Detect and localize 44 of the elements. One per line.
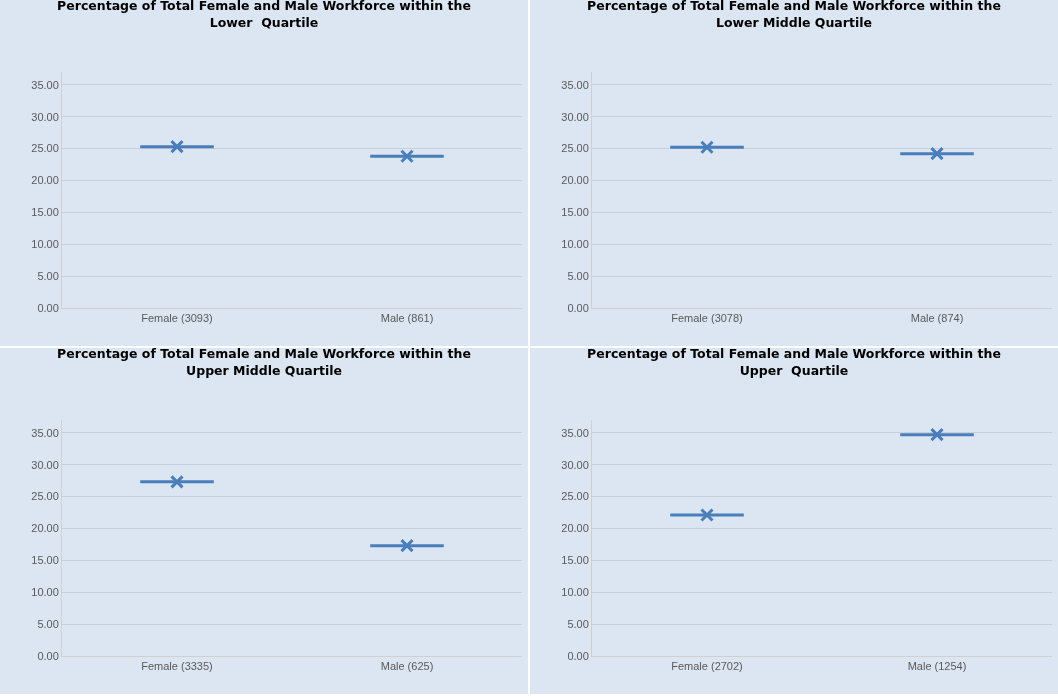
chart-title: Percentage of Total Female and Male Workforce within the Upper Middle Quartile <box>57 346 471 378</box>
y-tick-label: 10.00 <box>31 586 59 599</box>
y-tick-label: 30.00 <box>561 110 589 123</box>
x-tick-label: Male (874) <box>910 312 964 325</box>
y-tick-label: 20.00 <box>561 174 589 187</box>
y-tick-label: 0.00 <box>37 649 59 662</box>
x-tick-label: Female (2702) <box>671 660 743 673</box>
y-tick-label: 25.00 <box>561 490 589 503</box>
y-tick-label: 30.00 <box>31 458 59 471</box>
y-tick-label: 25.00 <box>561 142 589 155</box>
y-tick-label: 20.00 <box>31 522 59 535</box>
y-tick-label: 35.00 <box>31 78 59 91</box>
y-tick-label: 15.00 <box>31 554 59 567</box>
y-tick-label: 15.00 <box>31 206 59 219</box>
y-tick-label: 35.00 <box>561 78 589 91</box>
y-tick-label: 25.00 <box>31 142 59 155</box>
x-tick-label: Female (3335) <box>141 660 213 673</box>
y-tick-label: 30.00 <box>561 458 589 471</box>
y-tick-label: 0.00 <box>567 301 589 314</box>
x-tick-label: Male (1254) <box>907 660 967 673</box>
chart-title: Percentage of Total Female and Male Workforce within the Upper Quartile <box>587 346 1001 378</box>
y-tick-label: 25.00 <box>31 490 59 503</box>
y-tick-label: 5.00 <box>567 269 589 282</box>
x-tick-label: Female (3078) <box>671 312 743 325</box>
chart-title: Percentage of Total Female and Male Workforce within the Lower Quartile <box>57 0 471 30</box>
y-tick-label: 35.00 <box>31 426 59 439</box>
y-tick-label: 15.00 <box>561 206 589 219</box>
y-tick-label: 5.00 <box>37 269 59 282</box>
y-tick-label: 35.00 <box>561 426 589 439</box>
y-tick-label: 0.00 <box>567 649 589 662</box>
x-tick-label: Male (861) <box>380 312 434 325</box>
y-tick-label: 10.00 <box>31 238 59 251</box>
y-tick-label: 0.00 <box>37 301 59 314</box>
y-tick-label: 10.00 <box>561 238 589 251</box>
y-tick-label: 5.00 <box>567 617 589 630</box>
x-tick-label: Male (625) <box>380 660 434 673</box>
y-tick-label: 30.00 <box>31 110 59 123</box>
y-tick-label: 20.00 <box>561 522 589 535</box>
y-tick-label: 15.00 <box>561 554 589 567</box>
y-tick-label: 20.00 <box>31 174 59 187</box>
x-tick-label: Female (3093) <box>141 312 213 325</box>
y-tick-label: 10.00 <box>561 586 589 599</box>
chart-title: Percentage of Total Female and Male Workforce within the Lower Middle Quartile <box>587 0 1001 30</box>
y-tick-label: 5.00 <box>37 617 59 630</box>
